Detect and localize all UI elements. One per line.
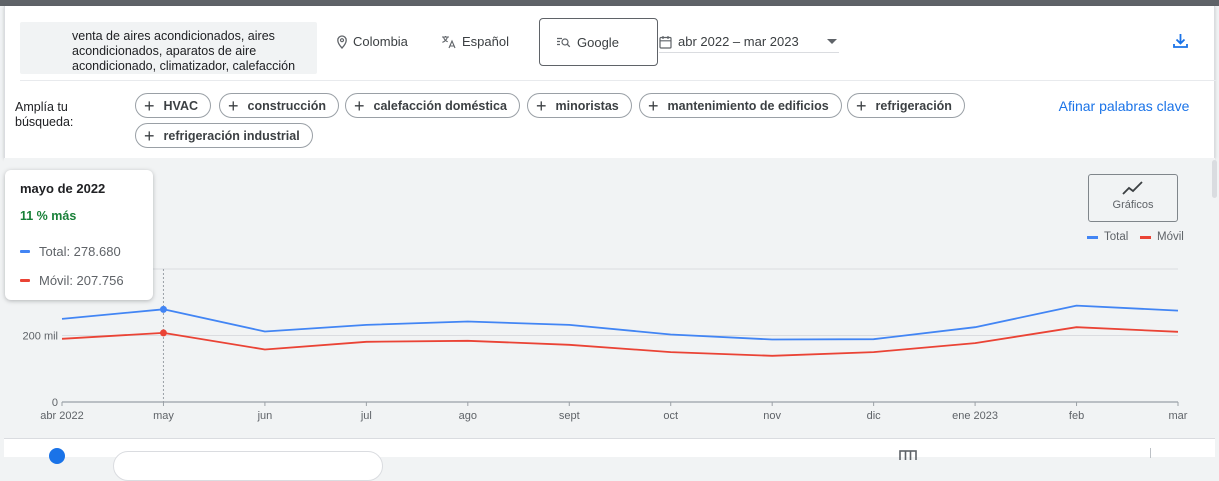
chip-hvac[interactable]: + HVAC: [135, 93, 212, 118]
date-range-selector[interactable]: abr 2022 – mar 2023: [659, 31, 839, 53]
calendar-icon: [659, 35, 672, 49]
total-swatch: [20, 250, 30, 253]
notification-badge: [49, 448, 65, 464]
scrollbar-thumb[interactable]: [1212, 160, 1217, 198]
download-button[interactable]: [1172, 32, 1189, 54]
plus-icon: +: [536, 95, 547, 116]
legend-total-swatch: [1087, 235, 1098, 239]
chip-minoristas[interactable]: + minoristas: [527, 93, 632, 118]
refine-keywords-link[interactable]: Afinar palabras clave: [1058, 98, 1190, 114]
tooltip-total-row: Total: 278.680: [20, 244, 121, 259]
table-search-input[interactable]: [113, 451, 383, 481]
x-tick-label: sept: [559, 410, 580, 422]
panel-divider: [20, 80, 1216, 81]
mobile-swatch: [20, 279, 30, 282]
charts-button-label: Gráficos: [1112, 199, 1154, 211]
y-tick-label: 0: [52, 397, 58, 409]
plus-icon: +: [144, 95, 155, 116]
language-label: Español: [462, 34, 509, 49]
chip-label: minoristas: [555, 98, 619, 113]
chart-area: [4, 158, 1215, 438]
highlight-point-total: [159, 305, 167, 313]
tooltip-change: 11 % más: [20, 209, 77, 223]
keywords-text: venta de aires acondicionados, aires aco…: [72, 29, 296, 73]
tooltip-mobile-row: Móvil: 207.756: [20, 273, 124, 288]
search-engine-icon: [557, 37, 571, 48]
x-tick-label: feb: [1069, 410, 1084, 422]
data-tooltip: mayo de 2022 11 % más Total: 278.680 Móv…: [5, 170, 153, 300]
chip-label: calefacción doméstica: [373, 98, 507, 113]
trend-chart-icon: [1122, 181, 1143, 195]
x-tick-label: nov: [763, 410, 781, 422]
keywords-field[interactable]: venta de aires acondicionados, aires aco…: [20, 22, 317, 74]
legend-total-label: Total: [1104, 231, 1129, 243]
chip-label: mantenimiento de edificios: [667, 98, 829, 113]
search-engine-filter[interactable]: Google: [539, 18, 658, 66]
x-tick-label: ago: [459, 410, 477, 422]
legend-mobile-swatch: [1140, 235, 1151, 239]
y-tick-label: 200 mil: [23, 331, 58, 343]
chevron-down-icon: [827, 39, 837, 44]
search-engine-label: Google: [577, 34, 619, 50]
series-line-total: [61, 304, 1179, 341]
chip-construccion[interactable]: + construcción: [219, 93, 340, 118]
location-pin-icon: [337, 34, 347, 49]
x-tick-label: oct: [663, 410, 678, 422]
broaden-search-label: Amplía tu búsqueda:: [15, 100, 74, 129]
legend-mobile: Móvil: [1140, 231, 1184, 243]
plus-icon: +: [144, 125, 155, 146]
chip-refrigeracion-industrial[interactable]: + refrigeración industrial: [135, 123, 313, 148]
location-filter[interactable]: Colombia: [336, 34, 408, 49]
column-divider: [1150, 448, 1151, 458]
chip-refrigeracion[interactable]: + refrigeración: [847, 93, 965, 118]
chip-label: refrigeración industrial: [163, 128, 300, 143]
table-columns-icon[interactable]: [899, 450, 917, 460]
plus-icon: +: [648, 95, 659, 116]
x-tick-label: dic: [867, 410, 882, 422]
x-tick-label: may: [153, 410, 174, 422]
trend-line-chart: abr 2022 may jun jul ago sept oct nov dic ene 202…: [23, 268, 1188, 422]
series-line-mobile: [61, 326, 1179, 357]
chip-mantenimiento-de-edificios[interactable]: + mantenimiento de edificios: [639, 93, 842, 118]
tooltip-total: Total: 278.680: [39, 244, 121, 259]
legend-mobile-label: Móvil: [1157, 231, 1184, 243]
x-tick-label: mar: [1169, 410, 1188, 422]
plus-icon: +: [228, 95, 239, 116]
language-filter[interactable]: Español: [441, 34, 509, 49]
chip-calefaccion-domestica[interactable]: + calefacción doméstica: [345, 93, 520, 118]
legend-total: Total: [1087, 231, 1128, 243]
x-tick-label: ene 2023: [952, 410, 998, 422]
tooltip-title: mayo de 2022: [20, 181, 106, 196]
charts-button[interactable]: Gráficos: [1088, 174, 1178, 222]
tooltip-mobile: Móvil: 207.756: [39, 273, 124, 288]
x-tick-label: jun: [257, 410, 273, 422]
translate-icon: [442, 35, 456, 48]
plus-icon: +: [354, 95, 365, 116]
browser-top-strip: [0, 0, 1219, 6]
download-icon: [1173, 34, 1188, 48]
chip-label: HVAC: [163, 98, 199, 113]
date-range-label: abr 2022 – mar 2023: [678, 34, 799, 49]
highlight-point-mobile: [159, 329, 167, 337]
x-tick-label: abr 2022: [40, 410, 83, 422]
chip-label: refrigeración: [875, 98, 952, 113]
chip-label: construcción: [247, 98, 327, 113]
plus-icon: +: [856, 95, 867, 116]
location-label: Colombia: [353, 34, 408, 49]
x-tick-label: jul: [360, 410, 372, 422]
